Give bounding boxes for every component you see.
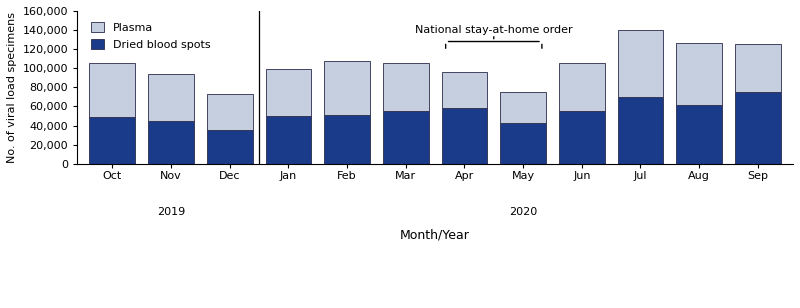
Bar	[442, 72, 487, 108]
Bar	[442, 108, 487, 164]
Legend: Plasma, Dried blood spots: Plasma, Dried blood spots	[86, 18, 215, 54]
Bar	[559, 111, 605, 164]
Bar	[383, 111, 429, 164]
Bar	[618, 97, 663, 164]
Bar	[324, 61, 370, 115]
Bar	[207, 94, 253, 130]
Bar	[500, 92, 546, 123]
Bar	[559, 63, 605, 111]
Y-axis label: No. of viral load specimens: No. of viral load specimens	[7, 12, 17, 163]
Bar	[676, 43, 722, 105]
Text: 2020: 2020	[509, 207, 538, 217]
Bar	[207, 130, 253, 164]
Bar	[735, 44, 781, 92]
Bar	[90, 63, 135, 117]
Text: 2019: 2019	[157, 207, 185, 217]
Bar	[735, 92, 781, 164]
Bar	[618, 30, 663, 97]
Bar	[676, 105, 722, 164]
Bar	[383, 63, 429, 111]
Bar	[148, 74, 194, 121]
Text: National stay-at-home order: National stay-at-home order	[415, 25, 573, 35]
Bar	[148, 121, 194, 164]
Bar	[266, 116, 311, 164]
Bar	[90, 117, 135, 164]
Bar	[500, 123, 546, 164]
Text: Month/Year: Month/Year	[400, 228, 470, 241]
Bar	[324, 115, 370, 164]
Bar	[266, 69, 311, 116]
